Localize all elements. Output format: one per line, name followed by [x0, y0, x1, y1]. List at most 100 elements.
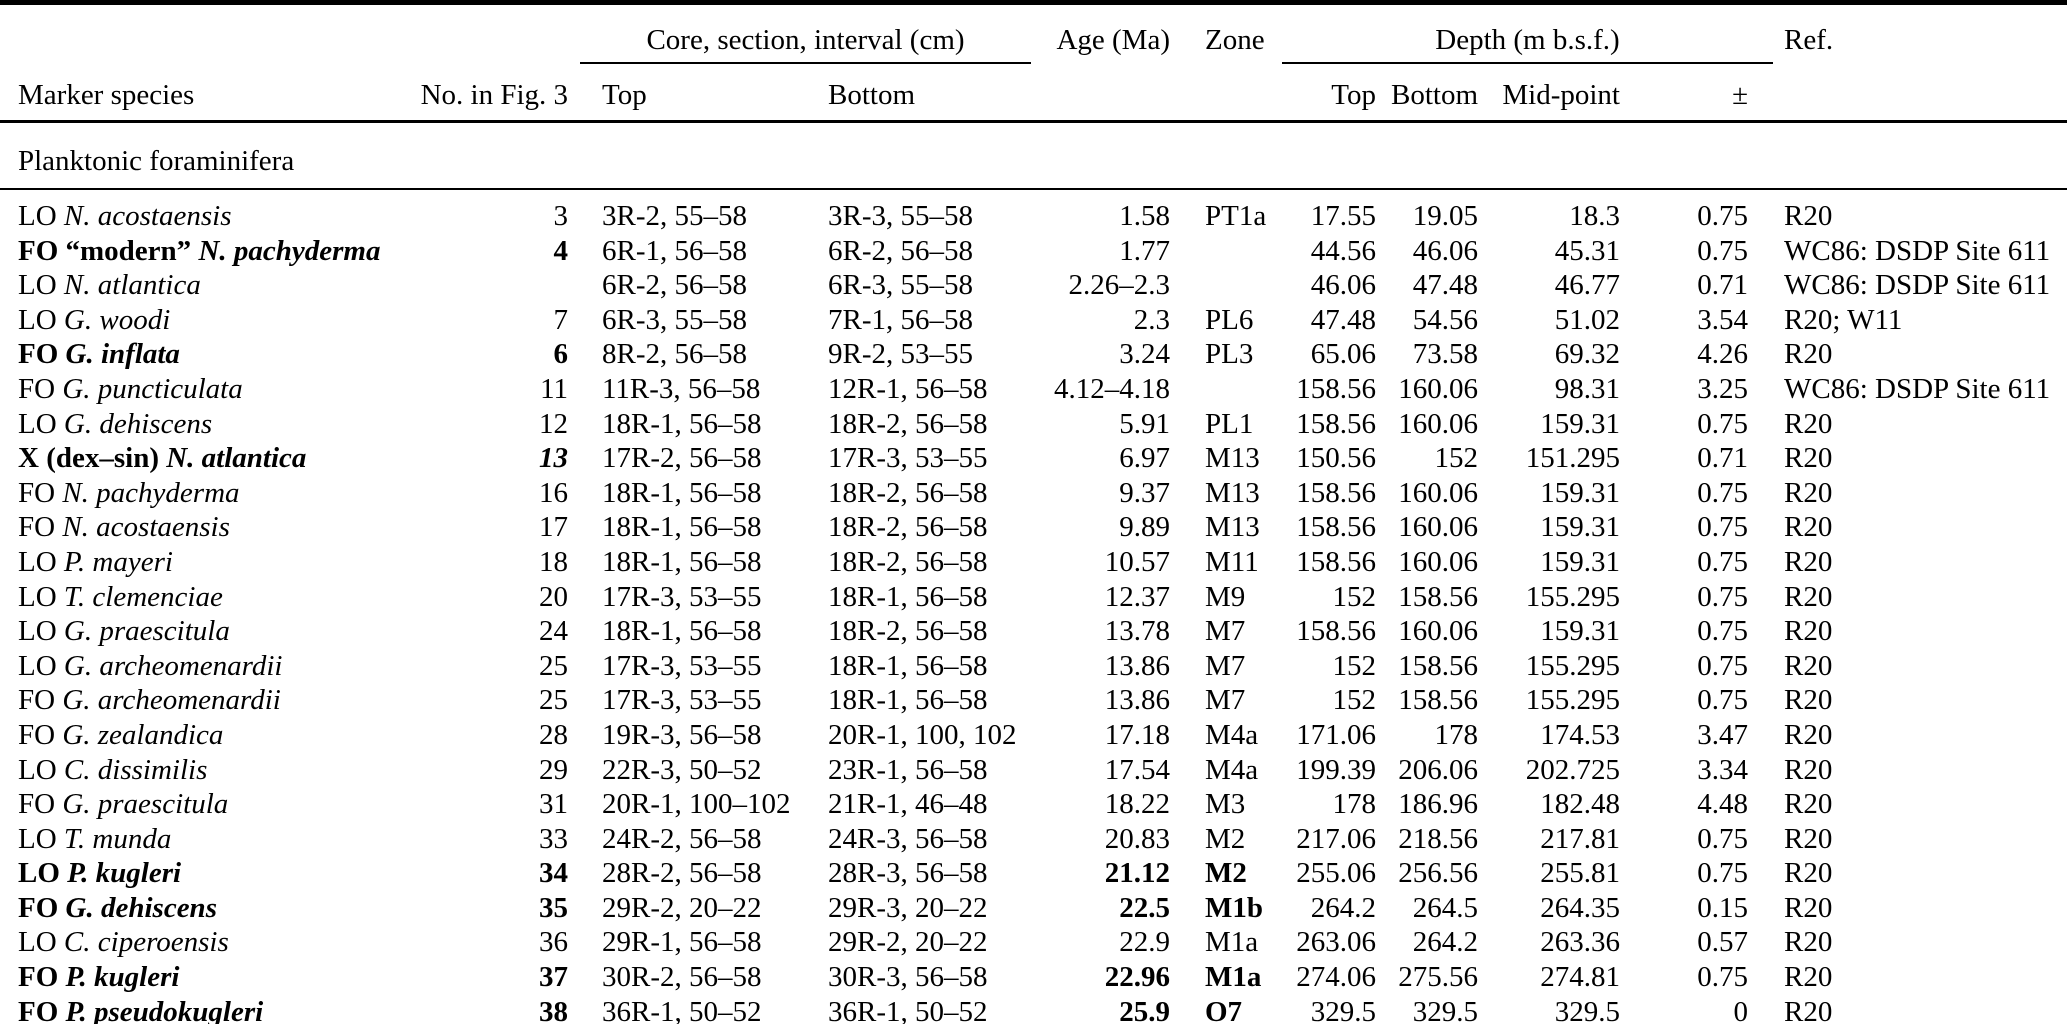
table-row: LO G. dehiscens 12 18R-1, 56–58 18R-2, 56–5…: [0, 407, 2067, 442]
species-name: T. munda: [63, 822, 172, 855]
marker-species-header: Marker species: [0, 64, 420, 123]
ref-cell: R20: [1784, 788, 1833, 821]
table-row: LO P. mayeri 18 18R-1, 56–58 18R-2, 56–58 10…: [0, 545, 2067, 580]
event-code: FO: [18, 961, 59, 994]
age-cell: 9.37: [1119, 476, 1170, 509]
depth-bottom-cell: 218.56: [1398, 822, 1478, 855]
table-row: FO G. zealandica 28 19R-3, 56–58 20R-1, 100…: [0, 718, 2067, 753]
core-group-label: Core, section, interval (cm): [580, 24, 1031, 64]
core-top-cell: 18R-1, 56–58: [602, 407, 762, 440]
depth-top-cell: 158.56: [1296, 511, 1376, 544]
depth-mid-cell: 151.295: [1525, 442, 1620, 475]
ref-cell: R20: [1784, 476, 1833, 509]
depth-bottom-header: Bottom: [1376, 64, 1478, 123]
depth-mid-cell: 255.81: [1540, 857, 1620, 890]
core-top-cell: 8R-2, 56–58: [602, 338, 747, 371]
zone-cell: M7: [1205, 615, 1246, 648]
depth-mid-cell: 69.32: [1554, 338, 1620, 371]
marker-species-cell: LO T. clemenciae: [0, 580, 420, 615]
depth-group-header: Depth (m b.s.f.): [1282, 3, 1773, 64]
depth-mid-cell: 159.31: [1540, 511, 1620, 544]
table-row: LO G. praescitula 24 18R-1, 56–58 18R-2, 56…: [0, 614, 2067, 649]
depth-bottom-cell: 256.56: [1398, 857, 1478, 890]
age-cell: 20.83: [1104, 822, 1170, 855]
event-code: LO: [18, 857, 60, 890]
species-name: N. atlantica: [63, 269, 201, 302]
ref-cell: R20: [1784, 822, 1833, 855]
ref-cell: R20: [1784, 684, 1833, 717]
event-code: LO: [18, 545, 57, 578]
ref-cell: R20: [1784, 995, 1833, 1024]
depth-mid-cell: 51.02: [1554, 303, 1620, 336]
zone-cell: PL6: [1205, 303, 1254, 336]
section-label: Planktonic foraminifera: [0, 121, 2067, 190]
event-code: LO: [18, 822, 57, 855]
core-bottom-cell: 21R-1, 46–48: [828, 788, 988, 821]
zone-cell: PL1: [1205, 407, 1254, 440]
age-cell: 10.57: [1104, 545, 1170, 578]
marker-species-cell: LO P. mayeri: [0, 545, 420, 580]
empty-header-cell: [0, 3, 568, 65]
depth-bottom-cell: 160.06: [1398, 545, 1478, 578]
table-row: FO P. kugleri 37 30R-2, 56–58 30R-3, 56–58 2…: [0, 960, 2067, 995]
section-row: Planktonic foraminifera: [0, 121, 2067, 190]
fig-no-cell: 3: [553, 200, 569, 232]
depth-mid-cell: 159.31: [1540, 615, 1620, 648]
depth-mid-cell: 155.295: [1525, 649, 1620, 682]
depth-top-cell: 47.48: [1310, 303, 1376, 336]
depth-top-cell: 158.56: [1296, 372, 1376, 405]
marker-species-cell: FO G. dehiscens: [0, 891, 420, 926]
group-header-row: Core, section, interval (cm) Age (Ma) Zo…: [0, 3, 2067, 65]
depth-top-cell: 158.56: [1296, 545, 1376, 578]
age-cell: 22.9: [1119, 926, 1170, 959]
depth-top-cell: 152: [1332, 580, 1377, 613]
depth-mid-cell: 329.5: [1554, 995, 1620, 1024]
depth-pm-cell: 0.75: [1697, 649, 1748, 682]
core-top-cell: 30R-2, 56–58: [602, 961, 762, 994]
ref-cell: R20; W11: [1784, 303, 1903, 336]
core-bottom-cell: 20R-1, 100, 102: [828, 718, 1017, 751]
depth-mid-cell: 217.81: [1540, 822, 1620, 855]
core-bottom-cell: 28R-3, 56–58: [828, 857, 988, 890]
species-name: G. praescitula: [62, 788, 229, 821]
depth-pm-cell: 0.75: [1697, 511, 1748, 544]
fig-no-cell: 4: [553, 234, 569, 267]
ref-cell: R20: [1784, 615, 1833, 648]
depth-bottom-cell: 73.58: [1412, 338, 1478, 371]
depth-pm-cell: 3.47: [1697, 718, 1748, 751]
event-code: LO: [18, 649, 57, 682]
age-cell: 2.3: [1133, 303, 1170, 336]
zone-cell: M13: [1205, 511, 1260, 544]
depth-pm-cell: 0.75: [1697, 684, 1748, 717]
depth-mid-cell: 174.53: [1540, 718, 1620, 751]
age-cell: 6.97: [1119, 442, 1170, 475]
depth-bottom-cell: 160.06: [1398, 372, 1478, 405]
depth-bottom-cell: 54.56: [1412, 303, 1478, 336]
core-top-cell: 18R-1, 56–58: [602, 511, 762, 544]
species-name: P. mayeri: [63, 545, 173, 578]
zone-cell: M4a: [1205, 753, 1259, 786]
species-name: G. inflata: [65, 338, 180, 371]
marker-species-cell: FO G. puncticulata: [0, 372, 420, 407]
zone-cell: M11: [1205, 545, 1259, 578]
core-top-cell: 17R-2, 56–58: [602, 442, 762, 475]
depth-top-cell: 158.56: [1296, 615, 1376, 648]
depth-mid-cell: 263.36: [1540, 926, 1620, 959]
event-code: FO: [18, 511, 56, 544]
fig-no-cell: 24: [539, 615, 568, 648]
event-code: FO: [18, 788, 56, 821]
depth-bottom-cell: 158.56: [1398, 580, 1478, 613]
table-row: X (dex–sin) N. atlantica 13 17R-2, 56–58 17…: [0, 441, 2067, 476]
depth-bottom-cell: 186.96: [1398, 788, 1478, 821]
depth-top-cell: 217.06: [1296, 822, 1376, 855]
table-row: FO P. pseudokugleri 38 36R-1, 50–52 36R-1, …: [0, 995, 2067, 1024]
species-name: G. archeomenardii: [63, 649, 283, 682]
depth-pm-cell: 0.71: [1697, 442, 1748, 475]
depth-top-cell: 152: [1332, 684, 1377, 717]
ref-cell: R20: [1784, 753, 1833, 786]
depth-pm-cell: 4.26: [1697, 338, 1748, 371]
core-top-cell: 22R-3, 50–52: [602, 753, 762, 786]
core-bottom-cell: 18R-2, 56–58: [828, 615, 988, 648]
zone-cell: M9: [1205, 580, 1246, 613]
depth-pm-cell: 0.75: [1697, 822, 1748, 855]
